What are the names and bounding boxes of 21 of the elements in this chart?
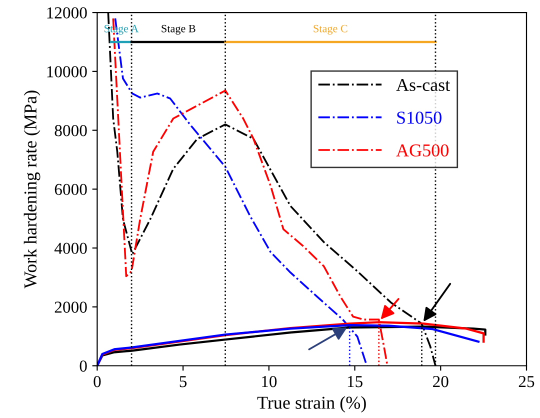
series-label: Stage A bbox=[104, 24, 139, 35]
x-tick-label: 10 bbox=[262, 376, 277, 388]
x-tick-label: 20 bbox=[433, 376, 448, 388]
legend-label: S1050 bbox=[397, 112, 442, 124]
series-label: Stage C bbox=[314, 24, 348, 35]
y-tick-label: 0 bbox=[80, 360, 87, 372]
x-tick-label: 15 bbox=[348, 376, 362, 388]
x-axis-title: True strain (%) bbox=[257, 396, 366, 413]
y-tick-label: 10000 bbox=[47, 66, 87, 78]
y-tick-label: 4000 bbox=[54, 242, 87, 254]
x-tick-label: 25 bbox=[518, 376, 534, 388]
y-tick-label: 8000 bbox=[54, 124, 87, 136]
y-tick-label: 2000 bbox=[54, 302, 87, 313]
series-label: Stage B bbox=[162, 24, 196, 35]
y-tick-label: 6000 bbox=[54, 184, 87, 196]
legend-label: As-cast bbox=[396, 78, 450, 92]
y-axis-title: Work hardening rate (MPa) bbox=[24, 90, 40, 288]
legend-label: AG500 bbox=[396, 144, 448, 157]
y-tick-label: 12000 bbox=[47, 7, 87, 18]
x-tick-label: 0 bbox=[94, 376, 101, 388]
x-tick-label: 5 bbox=[180, 376, 187, 388]
